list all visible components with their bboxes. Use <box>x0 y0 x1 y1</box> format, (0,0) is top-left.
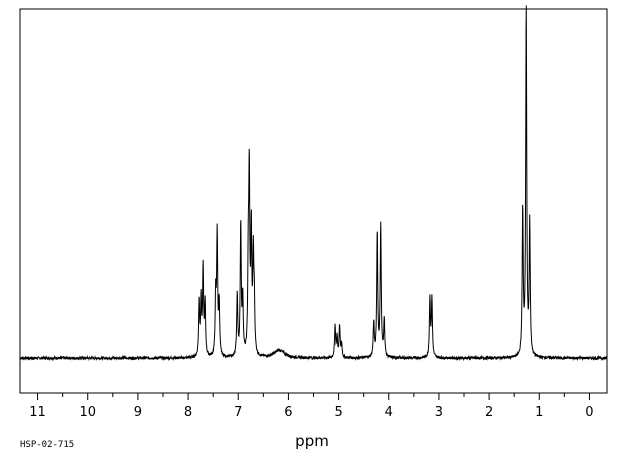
x-tick-label: 6 <box>284 405 292 420</box>
x-tick-label: 11 <box>29 405 46 420</box>
x-tick-label: 1 <box>535 405 543 420</box>
sample-id-label: HSP-02-715 <box>20 440 74 450</box>
x-tick-label: 0 <box>585 405 593 420</box>
x-tick-label: 10 <box>79 405 96 420</box>
x-tick-label: 5 <box>334 405 342 420</box>
x-tick-label: 8 <box>184 405 192 420</box>
x-tick-label: 3 <box>435 405 443 420</box>
x-axis-ticks <box>37 393 590 400</box>
x-axis-title: ppm <box>295 432 329 450</box>
x-tick-label: 2 <box>485 405 493 420</box>
plot-frame <box>19 8 608 394</box>
x-tick-label: 4 <box>385 405 393 420</box>
x-axis-tick-labels: 11 10 9 8 7 6 5 4 3 2 1 0 <box>29 405 593 420</box>
x-tick-label: 7 <box>234 405 242 420</box>
spectrum-line <box>19 5 608 362</box>
x-tick-label: 9 <box>134 405 142 420</box>
